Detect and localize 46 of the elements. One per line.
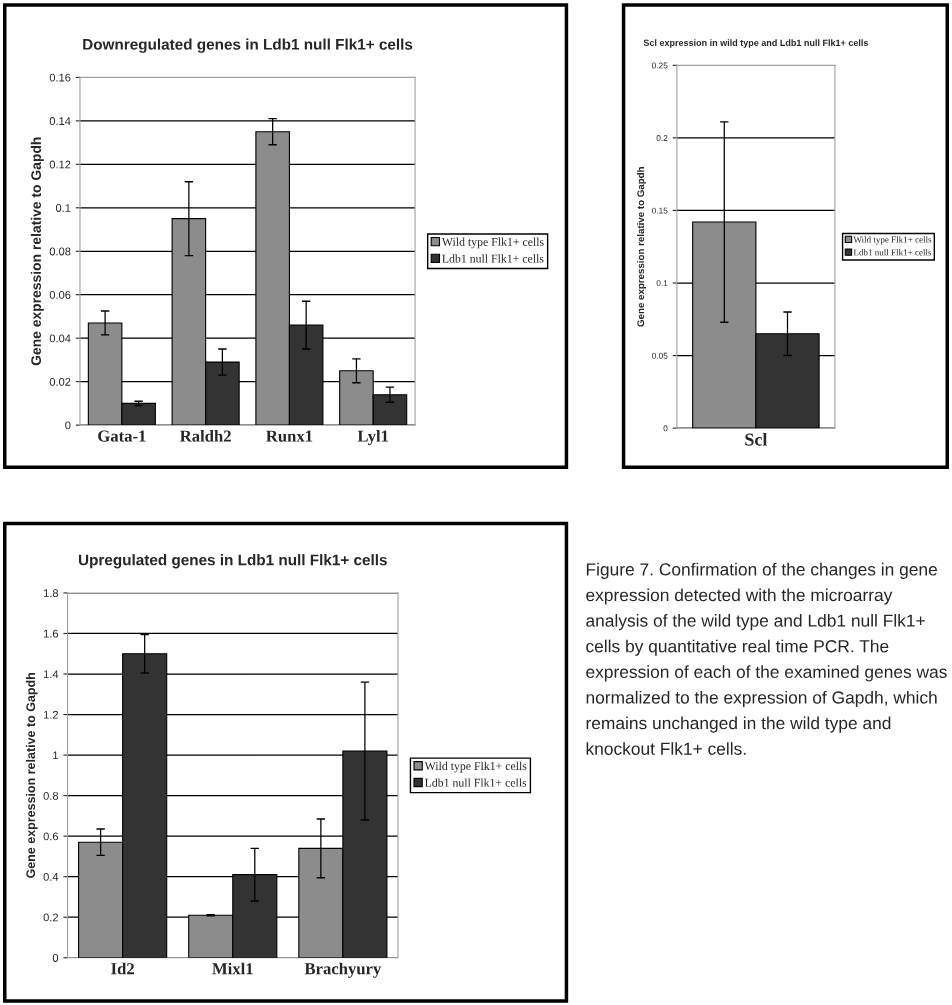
legend-label: Wild type Flk1+ cells xyxy=(441,237,544,249)
y-tick-label: 1 xyxy=(53,751,59,760)
y-axis-title: Gene expression relative to Gapdh xyxy=(637,167,647,327)
legend-label: Wild type Flk1+ cells xyxy=(424,761,527,773)
y-tick-label: 0 xyxy=(663,425,668,432)
y-tick-label: 0.12 xyxy=(49,160,71,169)
y-tick-label: 0.16 xyxy=(49,73,71,82)
chart-title: Downregulated genes in Ldb1 null Flk1+ cells xyxy=(83,38,413,53)
caption: Figure 7. Confirmation of the changes in gene expression detected with the microarray analysis of the wild type and Ldb1 null Flk1+ cells by quantitative real time PCR. The expression of each of the examined genes was normalized to the expression of Gapdh, which remains unchanged in the wild type and knockout Flk1+ cells. xyxy=(586,562,947,755)
x-tick-label: Mixl1 xyxy=(212,962,253,975)
y-tick-label: 0.15 xyxy=(651,207,668,214)
chart-title: Upregulated genes in Ldb1 null Flk1+ cells xyxy=(78,554,387,569)
legend-label: Ldb1 null Flk1+ cells xyxy=(853,249,932,256)
y-axis-title: Gene expression relative to Gapdh xyxy=(30,137,44,366)
y-tick-label: 0.2 xyxy=(656,135,668,141)
x-tick-label: Gata-1 xyxy=(98,430,146,442)
x-tick-label: Lyl1 xyxy=(357,429,389,446)
y-tick-label: 0.05 xyxy=(651,352,668,359)
y-tick-label: 0.2 xyxy=(43,913,59,922)
y-tick-label: 0.1 xyxy=(656,280,668,287)
y-tick-label: 0.4 xyxy=(43,872,59,881)
x-tick-label: Scl xyxy=(745,432,768,446)
y-tick-label: 1.6 xyxy=(43,629,59,638)
legend-label: Ldb1 null Flk1+ cells xyxy=(442,254,544,263)
y-tick-label: 0.06 xyxy=(49,290,71,299)
y-tick-label: 0.02 xyxy=(49,377,71,386)
legend-label: Wild type Flk1+ cells xyxy=(853,236,932,245)
legend-label: Ldb1 null Flk1+ cells xyxy=(424,778,527,787)
y-tick-label: 0.25 xyxy=(651,62,668,69)
y-tick-label: 0.6 xyxy=(43,832,59,841)
y-tick-label: 0.14 xyxy=(49,117,71,125)
y-tick-label: 0 xyxy=(65,421,71,430)
y-tick-label: 1.4 xyxy=(43,670,59,679)
x-tick-label: Raldh2 xyxy=(179,429,231,442)
x-tick-label: Id2 xyxy=(111,962,134,975)
y-tick-label: 1.8 xyxy=(43,589,59,598)
y-axis-title: Gene expression relative to Gapdh xyxy=(25,672,38,878)
chart-title: Scl expression in wild type and Ldb1 null Flk1+ cells xyxy=(643,39,869,48)
y-tick-label: 0 xyxy=(52,954,59,962)
y-tick-label: 0.04 xyxy=(49,334,71,343)
y-tick-label: 0.8 xyxy=(43,791,59,800)
y-tick-label: 0.08 xyxy=(49,247,71,256)
y-tick-label: 1.2 xyxy=(43,710,59,719)
y-tick-label: 0.1 xyxy=(55,204,71,212)
x-tick-label: Brachyury xyxy=(304,962,382,978)
x-tick-label: Runx1 xyxy=(266,430,313,442)
